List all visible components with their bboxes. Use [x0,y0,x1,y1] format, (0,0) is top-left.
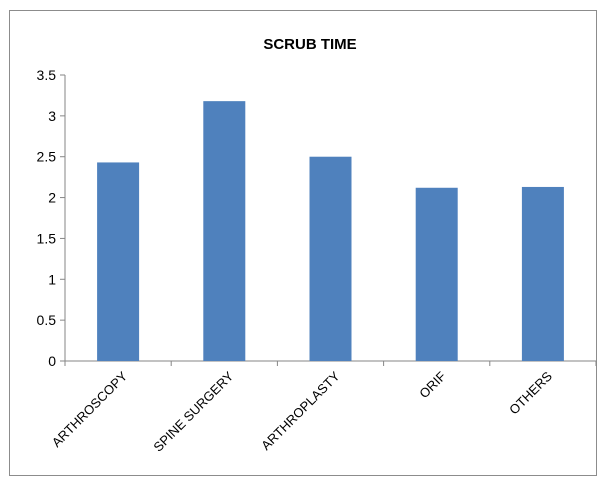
x-category-label: ARTHROPLASTY [258,368,343,453]
y-tick-label: 3.5 [37,67,57,83]
y-tick-label: 1 [48,271,56,287]
x-axis [64,360,597,366]
y-tick-label: 0.5 [37,312,57,328]
x-category-label: OTHERS [506,368,555,417]
bar-chart: SCRUB TIME 0 0.5 1 1.5 2 2.5 3 3.5 ARTHROSCOPY S… [37,36,597,455]
y-tick-label: 2.5 [37,149,57,165]
y-axis: 0 0.5 1 1.5 2 2.5 3 3.5 [37,67,66,369]
x-category-label: ARTHROSCOPY [49,368,131,450]
bar-spine-surgery [203,101,246,362]
chart-frame: SCRUB TIME 0 0.5 1 1.5 2 2.5 3 3.5 ARTHROSCOPY S… [9,10,597,476]
bar-orif [415,187,458,361]
bar-arthroplasty [309,156,352,361]
y-tick-label: 0 [48,353,56,369]
y-tick-label: 2 [48,190,56,206]
bar-others [521,186,564,361]
chart-title: SCRUB TIME [263,36,356,53]
x-category-label: ORIF [416,368,449,401]
x-category-label: SPINE SURGERY [150,368,236,454]
y-tick-label: 3 [48,108,56,124]
bars [97,101,564,362]
bar-arthroscopy [97,162,140,361]
y-tick-label: 1.5 [37,230,57,246]
category-labels: ARTHROSCOPY SPINE SURGERY ARTHROPLASTY ORIF… [49,368,555,454]
